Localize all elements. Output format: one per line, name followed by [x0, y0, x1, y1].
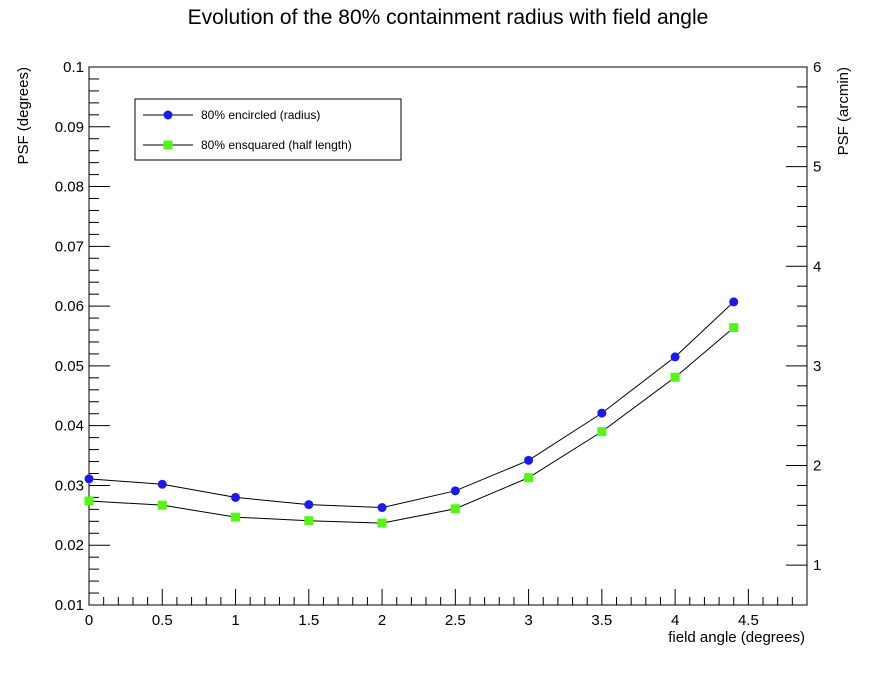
- data-point-encircled: [304, 500, 314, 510]
- data-point-encircled: [157, 479, 167, 489]
- legend-label-encircled: 80% encircled (radius): [201, 108, 320, 122]
- data-point-ensquared: [377, 518, 387, 528]
- y-tick-label: 0.04: [55, 418, 84, 435]
- data-point-encircled: [597, 408, 607, 418]
- y-tick-label: 0.06: [55, 298, 84, 315]
- x-tick-label: 3: [524, 612, 532, 629]
- y-right-tick-label: 3: [813, 358, 821, 375]
- series-layer: [84, 297, 739, 528]
- data-point-encircled: [729, 297, 739, 307]
- y-axis-left: 0.01 0.02 0.03 0.04 0.05 0.06 0.07 0.08 0.09 0.1: [55, 59, 110, 614]
- series-line-0: [88, 301, 735, 509]
- plot-frame: [88, 66, 808, 606]
- y-tick-label: 0.08: [55, 179, 84, 196]
- data-point-encircled: [377, 503, 387, 513]
- x-tick-label: 3.5: [591, 612, 612, 629]
- data-point-ensquared: [524, 473, 534, 483]
- x-tick-label: 2: [378, 612, 386, 629]
- data-point-encircled: [450, 486, 460, 496]
- x-tick-label: 4.5: [738, 612, 759, 629]
- y-tick-label: 0.1: [63, 59, 84, 76]
- data-point-ensquared: [670, 372, 680, 382]
- data-point-encircled: [231, 492, 241, 502]
- x-tick-label: 4: [671, 612, 679, 629]
- x-tick-label: 1: [231, 612, 239, 629]
- data-point-ensquared: [450, 504, 460, 514]
- y-tick-label: 0.02: [55, 537, 84, 554]
- y-tick-label: 0.01: [55, 597, 84, 614]
- legend-marker-ensquared: [163, 140, 173, 150]
- data-point-ensquared: [231, 512, 241, 522]
- data-point-ensquared: [729, 323, 739, 333]
- x-tick-label: 2.5: [445, 612, 466, 629]
- data-point-encircled: [670, 352, 680, 362]
- y-tick-label: 0.03: [55, 477, 84, 494]
- y-right-tick-label: 4: [813, 258, 821, 275]
- legend-box: [134, 98, 402, 161]
- y-axis-title-left: PSF (degrees): [15, 67, 32, 165]
- y-axis-title-right: PSF (arcmin): [835, 67, 852, 155]
- y-tick-label: 0.05: [55, 358, 84, 375]
- y-right-tick-label: 2: [813, 458, 821, 475]
- legend-marker-encircled: [163, 110, 173, 120]
- x-tick-label: 0.5: [152, 612, 173, 629]
- series-line-1: [88, 327, 735, 524]
- data-point-ensquared: [597, 427, 607, 437]
- y-right-tick-label: 6: [813, 59, 821, 76]
- y-axis-right: 1 2 3 4 5 6: [786, 59, 821, 574]
- data-point-encircled: [524, 455, 534, 465]
- x-axis-title: field angle (degrees): [668, 629, 805, 646]
- chart-title: Evolution of the 80% containment radius …: [188, 6, 709, 29]
- legend-label-ensquared: 80% ensquared (half length): [201, 138, 352, 152]
- x-tick-label: 1.5: [298, 612, 319, 629]
- y-tick-label: 0.09: [55, 119, 84, 136]
- data-point-ensquared: [304, 516, 314, 526]
- x-axis: 0 0.5 1 1.5 2 2.5 3 3.5 4 4.5: [85, 589, 808, 629]
- data-point-ensquared: [84, 496, 94, 506]
- y-tick-label: 0.07: [55, 238, 84, 255]
- data-point-encircled: [84, 474, 94, 484]
- data-point-ensquared: [157, 500, 167, 510]
- y-right-tick-label: 1: [813, 557, 821, 574]
- legend: 80% encircled (radius) 80% ensquared (ha…: [134, 98, 402, 161]
- x-tick-label: 0: [85, 612, 93, 629]
- y-right-tick-label: 5: [813, 159, 821, 176]
